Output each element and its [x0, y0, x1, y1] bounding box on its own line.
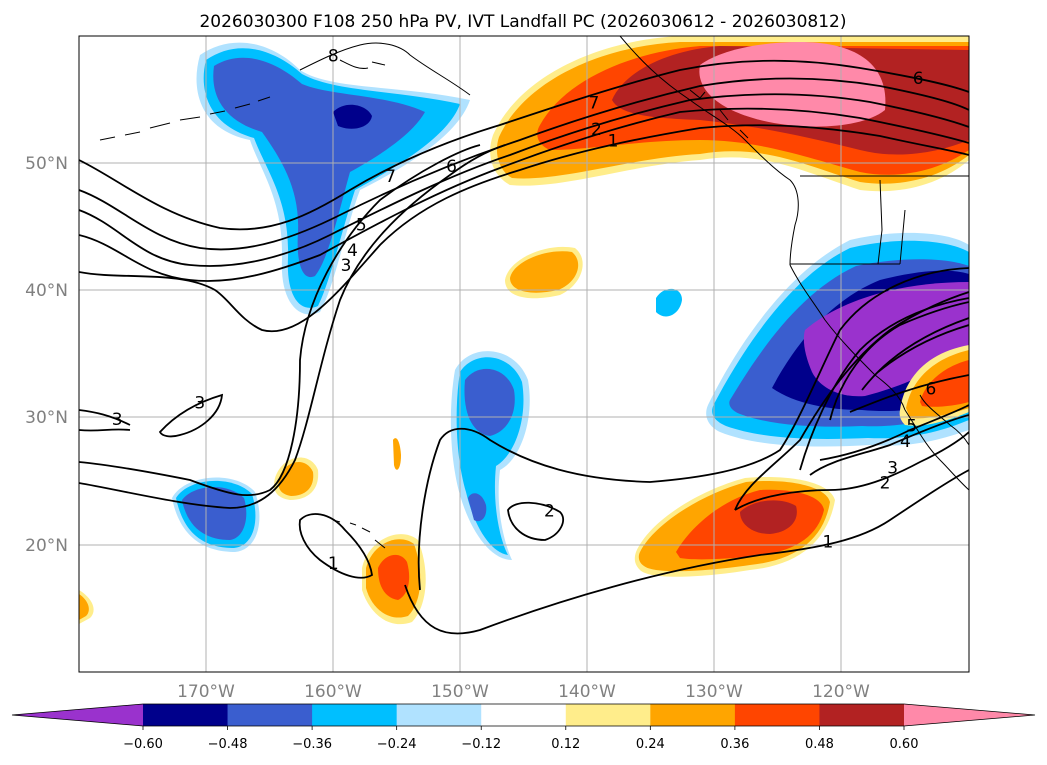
contour-label: 7 — [385, 167, 396, 187]
lon-label: 120°W — [812, 682, 870, 702]
pv-positive-region — [740, 500, 797, 534]
pv-positive-region — [510, 251, 579, 293]
colorbar-tick-label: −0.36 — [292, 737, 332, 752]
lat-label: 50°N — [25, 154, 68, 174]
colorbar-bin — [312, 704, 398, 726]
contour-label: 1 — [328, 554, 339, 574]
contour-label: 3 — [341, 256, 352, 276]
contour-label: 6 — [925, 380, 936, 400]
colorbar-bin — [819, 704, 905, 726]
pv-contours — [79, 59, 969, 635]
colorbar-tick-label: −0.12 — [461, 737, 501, 752]
pv-positive-region — [378, 554, 410, 600]
contour-label: 1 — [608, 132, 619, 152]
pv-positive-region — [393, 438, 401, 470]
lat-label: 20°N — [25, 536, 68, 556]
pv-negative-region — [656, 288, 682, 317]
gridlines — [79, 36, 969, 672]
colorbar-tick-label: 0.36 — [720, 737, 749, 752]
colorbar-bin — [481, 704, 567, 726]
colorbar-bin — [734, 704, 820, 726]
contour-label: 3 — [194, 394, 205, 414]
contour-label: 6 — [446, 157, 457, 177]
contour-label: 5 — [356, 216, 367, 236]
lon-label: 160°W — [304, 682, 362, 702]
contour-label: 2 — [591, 120, 602, 140]
map-frame — [78, 35, 970, 673]
colorbar-extend-min — [12, 704, 143, 726]
contour-label: 4 — [347, 241, 358, 261]
lon-label: 170°W — [177, 682, 235, 702]
colorbar-tick-label: −0.24 — [377, 737, 417, 752]
colorbar-tick-label: 0.24 — [636, 737, 665, 752]
colorbar-bin — [396, 704, 482, 726]
map-title: 2026030300 F108 250 hPa PV, IVT Landfall… — [199, 12, 846, 32]
lon-axis: 170°W 160°W 150°W 140°W 130°W 120°W — [177, 682, 870, 702]
contour-label: 3 — [887, 458, 898, 478]
colorbar-bin — [565, 704, 651, 726]
lon-label: 150°W — [431, 682, 489, 702]
colorbar-bin — [143, 704, 229, 726]
colorbar-tick-label: 0.48 — [805, 737, 834, 752]
pv-positive-region — [79, 594, 89, 620]
pv-negative-region — [213, 57, 425, 278]
pv-positive-region — [699, 42, 886, 127]
colorbar: −0.60 −0.48 −0.36 −0.24 −0.12 0.12 0.24 0.36 0.4… — [11, 703, 1036, 752]
colorbar-bin — [227, 704, 313, 726]
contour-label: 5 — [906, 417, 917, 437]
contour-label: 2 — [880, 474, 891, 494]
lat-label: 30°N — [25, 408, 68, 428]
contour-label: 2 — [544, 502, 555, 522]
pv-negative-region — [333, 104, 372, 129]
colorbar-tick-label: −0.48 — [208, 737, 248, 752]
contour-label: 3 — [112, 410, 123, 430]
contour-label: 8 — [328, 46, 339, 66]
colorbar-bin — [650, 704, 736, 726]
contour-label: 6 — [913, 69, 924, 89]
colorbar-extend-max — [904, 704, 1035, 726]
contour-label: 7 — [589, 93, 600, 113]
colorbar-tick-label: −0.60 — [123, 737, 163, 752]
pv-positive-region — [278, 461, 314, 496]
colorbar-tick-label: 0.12 — [551, 737, 580, 752]
pv-positive-region — [920, 360, 969, 407]
lon-label: 130°W — [685, 682, 743, 702]
lon-label: 140°W — [558, 682, 616, 702]
colorbar-tick-label: 0.60 — [890, 737, 919, 752]
contour-label: 1 — [822, 532, 833, 552]
pv-negative-region — [182, 486, 247, 540]
lat-label: 40°N — [25, 281, 68, 301]
pv-negative-region — [464, 368, 515, 436]
contour-label: 4 — [900, 432, 911, 452]
pv-negative-region — [468, 493, 487, 522]
lat-axis: 50°N 40°N 30°N 20°N — [25, 154, 68, 556]
